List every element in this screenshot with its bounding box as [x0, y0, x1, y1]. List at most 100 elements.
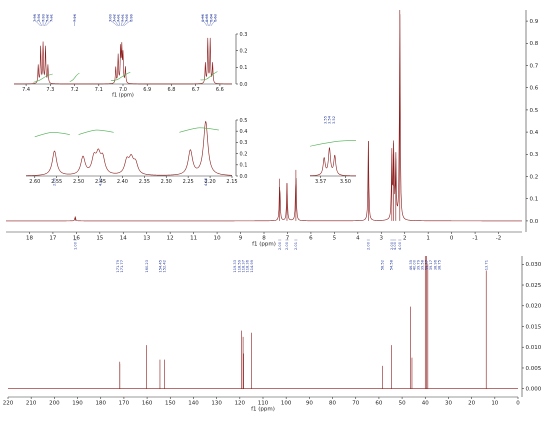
- x-tick-label: 170: [119, 401, 130, 407]
- y-tick-label: 0.1: [530, 197, 539, 203]
- integral-label: 4.00: [398, 241, 402, 250]
- y-tick-label: 0.6: [530, 86, 539, 92]
- aromatic-inset-chart: 7.4 7.3 7.2 7.1 7.0 6.9 6.8 6.7 6.6 f1 (ppm) 0.0 0.…: [14, 13, 248, 99]
- x-tick-label: 100: [281, 401, 292, 407]
- x-tick-label: 1: [426, 236, 430, 242]
- x-tick-label: 16: [73, 236, 80, 242]
- x-axis-label: f1 (ppm): [251, 407, 275, 413]
- x-tick-label: 18: [26, 236, 33, 242]
- integral-label: 2.00: [285, 241, 289, 250]
- peak-label: 119.33: [233, 260, 237, 273]
- h1-nmr-spectrum-chart: 18 17 16 15 14 13 12 11 10 9 8 7 6 5 4 3 2 1 0 -1 -2f1 (ppm)…: [6, 10, 539, 250]
- x-tick-label: 90: [306, 401, 313, 407]
- peak-label: 7.01: [121, 14, 125, 22]
- x-tick-label: 3: [380, 236, 384, 242]
- y-tick-label: 0.1: [240, 65, 248, 71]
- spectrum-trace: [14, 37, 232, 85]
- y-tick-label: 0.9: [530, 19, 539, 25]
- y-tick-label: 0.4: [530, 130, 539, 136]
- x-tick-label: 7.4: [22, 87, 30, 93]
- x-tick-label: 130: [211, 401, 222, 407]
- x-tick-label: 7.0: [119, 87, 127, 93]
- peak-label: 7.35: [33, 14, 37, 22]
- aliphatic-inset-chart: 2.60 2.55 2.50 2.45 2.40 2.35 2.30 2.25 2.20 2.15…: [25, 118, 248, 186]
- peak-label-leader: [118, 15, 121, 27]
- spectrum-trace: [25, 120, 233, 176]
- spectrum-trace: [6, 14, 522, 222]
- y-tick-label: 0.8: [530, 41, 539, 47]
- x-tick-label: 30: [445, 401, 452, 407]
- y-tick-label: 0.0: [240, 174, 248, 180]
- peak-label-leader: [210, 15, 216, 27]
- integral-curve: [69, 72, 80, 82]
- x-tick-label: 6: [309, 236, 313, 242]
- peak-label: 154.45: [158, 260, 162, 273]
- x-tick-label: 2.30: [161, 179, 172, 185]
- peak-label: 171.79: [116, 259, 120, 272]
- x-tick-label: 2.45: [95, 179, 106, 185]
- x-tick-label: 210: [26, 401, 37, 407]
- integral-curve: [110, 72, 131, 81]
- x-tick-label: 140: [188, 401, 199, 407]
- x-tick-label: 10: [214, 236, 221, 242]
- x-tick-label: 50: [399, 401, 406, 407]
- x-tick-label: 7.1: [95, 87, 103, 93]
- peak-label: 6.63: [213, 14, 217, 22]
- x-tick-label: 0: [516, 401, 520, 407]
- x-tick-label: 2.20: [205, 179, 216, 185]
- peak-label: 46.35: [409, 260, 413, 270]
- y-tick-label: 0.3: [240, 32, 248, 38]
- x-tick-label: 6.6: [216, 87, 224, 93]
- peak-label: 7.32: [45, 14, 49, 22]
- x-tick-label: 15: [96, 236, 103, 242]
- x-tick-label: 70: [352, 401, 359, 407]
- peak-label-leader: [34, 15, 41, 27]
- y-tick-label: 0.1: [240, 163, 248, 169]
- peak-label: 3.55: [323, 116, 327, 124]
- integral-curve: [179, 127, 219, 133]
- methylene-inset-chart: 3.57 3.50 3.55 3.54 3.52: [309, 115, 357, 185]
- y-tick-label: 0.030: [526, 262, 542, 268]
- x-tick-label: 8: [262, 236, 266, 242]
- peak-label-leader: [122, 15, 128, 27]
- x-tick-label: 7: [286, 236, 290, 242]
- x-tick-label: 110: [258, 401, 269, 407]
- x-tick-label: 17: [49, 236, 56, 242]
- y-tick-label: 0.5: [530, 108, 539, 114]
- peak-label-leader: [38, 15, 43, 27]
- x-tick-label: 0: [450, 236, 454, 242]
- x-tick-label: 13: [143, 236, 150, 242]
- y-tick-label: 0.3: [240, 140, 248, 146]
- integral-label: 2.00: [53, 177, 57, 186]
- x-axis-label: f1 (ppm): [112, 93, 134, 99]
- peak-label: 7.34: [37, 13, 41, 22]
- peak-label: 118.37: [241, 260, 245, 273]
- x-tick-label: 190: [72, 401, 83, 407]
- integral-curve: [309, 140, 357, 147]
- integral-curve: [200, 71, 218, 81]
- peak-label-leader: [44, 15, 48, 27]
- peak-label: 39.17: [429, 260, 433, 270]
- x-tick-label: 2.40: [117, 179, 128, 185]
- peak-label: 7.31: [50, 14, 54, 22]
- y-tick-label: 0.010: [526, 345, 542, 351]
- y-tick-label: 0.3: [530, 152, 539, 158]
- x-tick-label: 2.50: [73, 179, 84, 185]
- x-tick-label: 5: [333, 236, 337, 242]
- integral-label: 1.00: [73, 241, 77, 250]
- x-tick-label: 4: [356, 236, 360, 242]
- x-tick-label: 11: [190, 236, 197, 242]
- x-tick-label: 2.35: [139, 179, 150, 185]
- peak-label: 39.37: [425, 260, 429, 270]
- integral-label: 2.00: [390, 241, 394, 250]
- peak-label: 38.75: [437, 260, 441, 270]
- peak-label: 6.66: [201, 13, 205, 22]
- peak-label: 38.96: [433, 259, 437, 270]
- peak-label-leader: [202, 15, 208, 27]
- x-tick-label: 180: [95, 401, 106, 407]
- y-tick-label: 0.2: [530, 174, 539, 180]
- x-tick-label: 160: [142, 401, 153, 407]
- x-axis-label: f1 (ppm): [252, 242, 276, 248]
- peak-label: 6.99: [129, 13, 133, 22]
